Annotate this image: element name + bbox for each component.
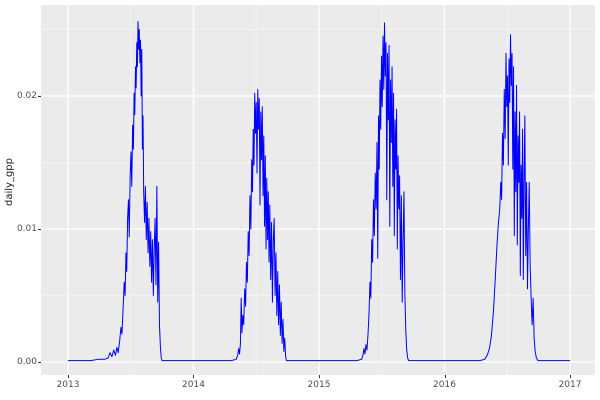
y-axis-title: daily_gpp [4, 158, 15, 206]
x-tick-mark [193, 375, 195, 378]
x-tick-label: 2017 [558, 380, 582, 390]
x-tick-label: 2014 [182, 380, 205, 390]
x-tick-label: 2013 [56, 380, 80, 390]
y-tick-mark [38, 228, 41, 230]
y-tick-mark [38, 95, 41, 97]
y-tick-label: 0.01 [16, 223, 37, 234]
x-tick-mark [67, 375, 69, 378]
x-tick-label: 2016 [433, 380, 456, 390]
x-tick-mark [319, 375, 320, 378]
y-tick-label: 0.00 [16, 356, 37, 367]
x-tick-label: 2015 [307, 380, 331, 390]
series-line-daily_gpp [67, 20, 571, 362]
y-tick-label: 0.02 [16, 90, 37, 101]
x-tick-mark [570, 375, 572, 378]
plot-panel [41, 5, 595, 375]
x-tick-mark [444, 375, 446, 378]
line-chart-svg [41, 5, 595, 375]
y-tick-mark [38, 361, 41, 363]
